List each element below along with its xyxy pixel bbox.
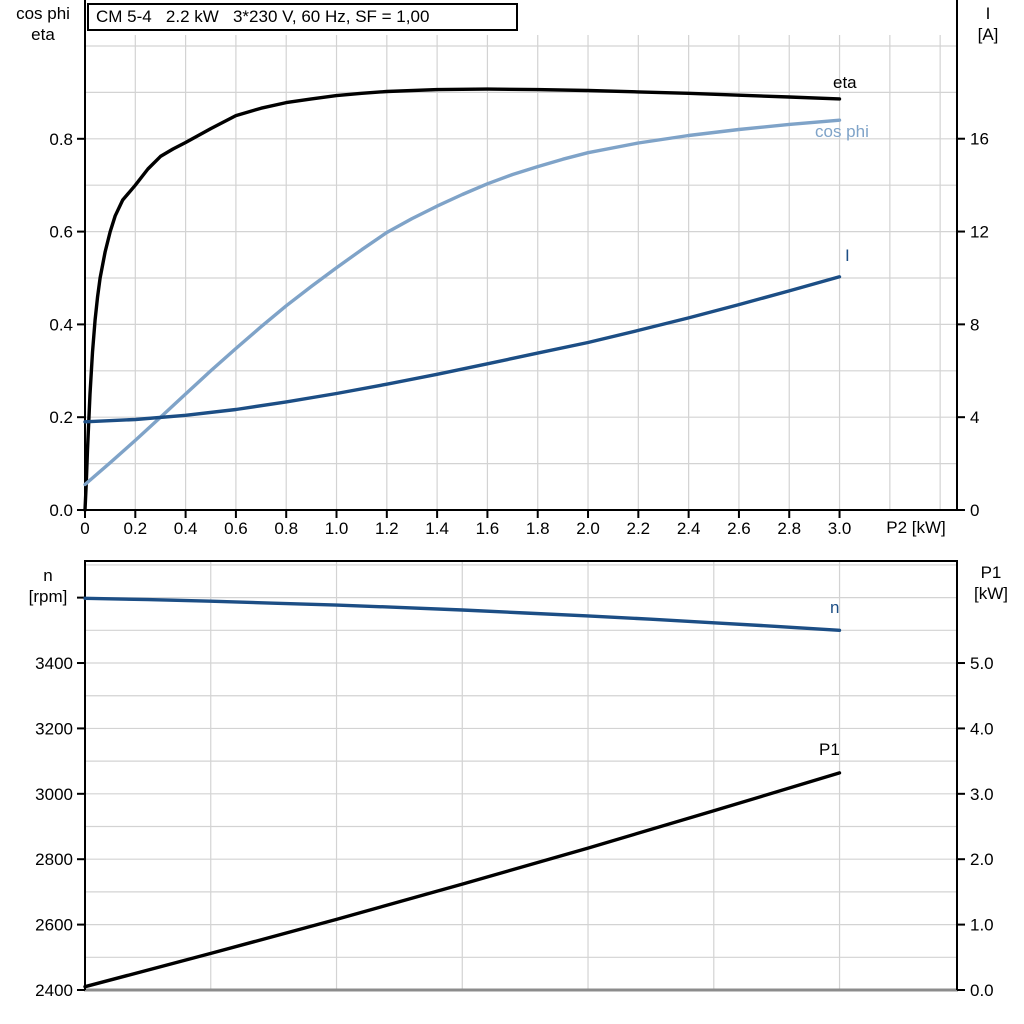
chart-title-box: CM 5-4 2.2 kW 3*230 V, 60 Hz, SF = 1,00: [87, 3, 518, 31]
x-tick-label: 0.2: [123, 519, 147, 538]
series-curve-P1: [83, 771, 842, 989]
x-tick-label: 2.4: [677, 519, 701, 538]
series-curve-eta: [83, 87, 842, 512]
x-tick-label: 2.0: [576, 519, 600, 538]
n-axis-title-line1: n: [43, 566, 53, 585]
y-left-tick-label: 2600: [35, 916, 73, 935]
y-left-tick-label: 3000: [35, 785, 73, 804]
n-axis-title-line2: [rpm]: [28, 587, 68, 606]
y-right-tick-label: 0.0: [970, 981, 994, 1000]
x-tick-label: 1.4: [425, 519, 449, 538]
x-tick-label: 0: [80, 519, 89, 538]
x-tick-label: 0.4: [174, 519, 198, 538]
series-curve-I: [83, 275, 842, 424]
x-tick-label: 0.6: [224, 519, 248, 538]
y-right-tick-label: 8: [970, 315, 979, 334]
y-right-tick-label: 3.0: [970, 785, 994, 804]
top-chart-right-axis-title: I [A]: [960, 3, 1016, 45]
y-right-tick-label: 12: [970, 223, 989, 242]
cos-phi-curve-label: cos phi: [815, 122, 869, 141]
p2-axis-label: P2 [kW]: [886, 518, 946, 537]
x-tick-label: 1.8: [526, 519, 550, 538]
top-chart-left-axis-title: cos phi eta: [2, 3, 84, 45]
y-left-tick-label: 0.2: [49, 408, 73, 427]
y-left-tick-label: 0.8: [49, 130, 73, 149]
x-tick-label: 0.8: [274, 519, 298, 538]
y-left-tick-label: 0.0: [49, 501, 73, 520]
current-curve-label: I: [845, 246, 850, 265]
x-tick-label: 1.6: [476, 519, 500, 538]
y-right-tick-label: 0: [970, 501, 979, 520]
right-axis-title-line2: [A]: [977, 25, 999, 44]
y-right-tick-label: 16: [970, 130, 989, 149]
y-left-tick-label: 3400: [35, 654, 73, 673]
x-tick-label: 2.2: [627, 519, 651, 538]
x-tick-label: 2.6: [727, 519, 751, 538]
eta-curve-label: eta: [833, 73, 857, 92]
y-left-tick-label: 2400: [35, 981, 73, 1000]
x-tick-label: 2.8: [777, 519, 801, 538]
left-axis-title-line1: cos phi: [16, 4, 70, 23]
y-left-tick-label: 0.4: [49, 315, 73, 334]
y-right-tick-label: 4.0: [970, 719, 994, 738]
series-curve-n: [83, 596, 842, 632]
p1-axis-title-line1: P1: [980, 563, 1002, 582]
y-left-tick-label: 2800: [35, 850, 73, 869]
x-tick-label: 1.2: [375, 519, 399, 538]
p1-axis-title-line2: [kW]: [974, 584, 1008, 603]
y-left-tick-label: 3200: [35, 719, 73, 738]
bottom-chart-left-axis-title: n [rpm]: [14, 565, 82, 607]
left-axis-title-line2: eta: [31, 25, 55, 44]
y-right-tick-label: 5.0: [970, 654, 994, 673]
x-tick-label: 3.0: [828, 519, 852, 538]
y-right-tick-label: 4: [970, 408, 979, 427]
right-axis-title-line1: I: [985, 4, 991, 23]
bottom-chart-right-axis-title: P1 [kW]: [962, 562, 1020, 604]
x-tick-label: 1.0: [325, 519, 349, 538]
y-left-tick-label: 0.6: [49, 223, 73, 242]
p1-curve-label: P1: [819, 740, 840, 759]
y-right-tick-label: 1.0: [970, 916, 994, 935]
speed-curve-label: n: [830, 598, 840, 617]
series-curve-cos-phi: [83, 118, 842, 487]
y-right-tick-label: 2.0: [970, 850, 994, 869]
